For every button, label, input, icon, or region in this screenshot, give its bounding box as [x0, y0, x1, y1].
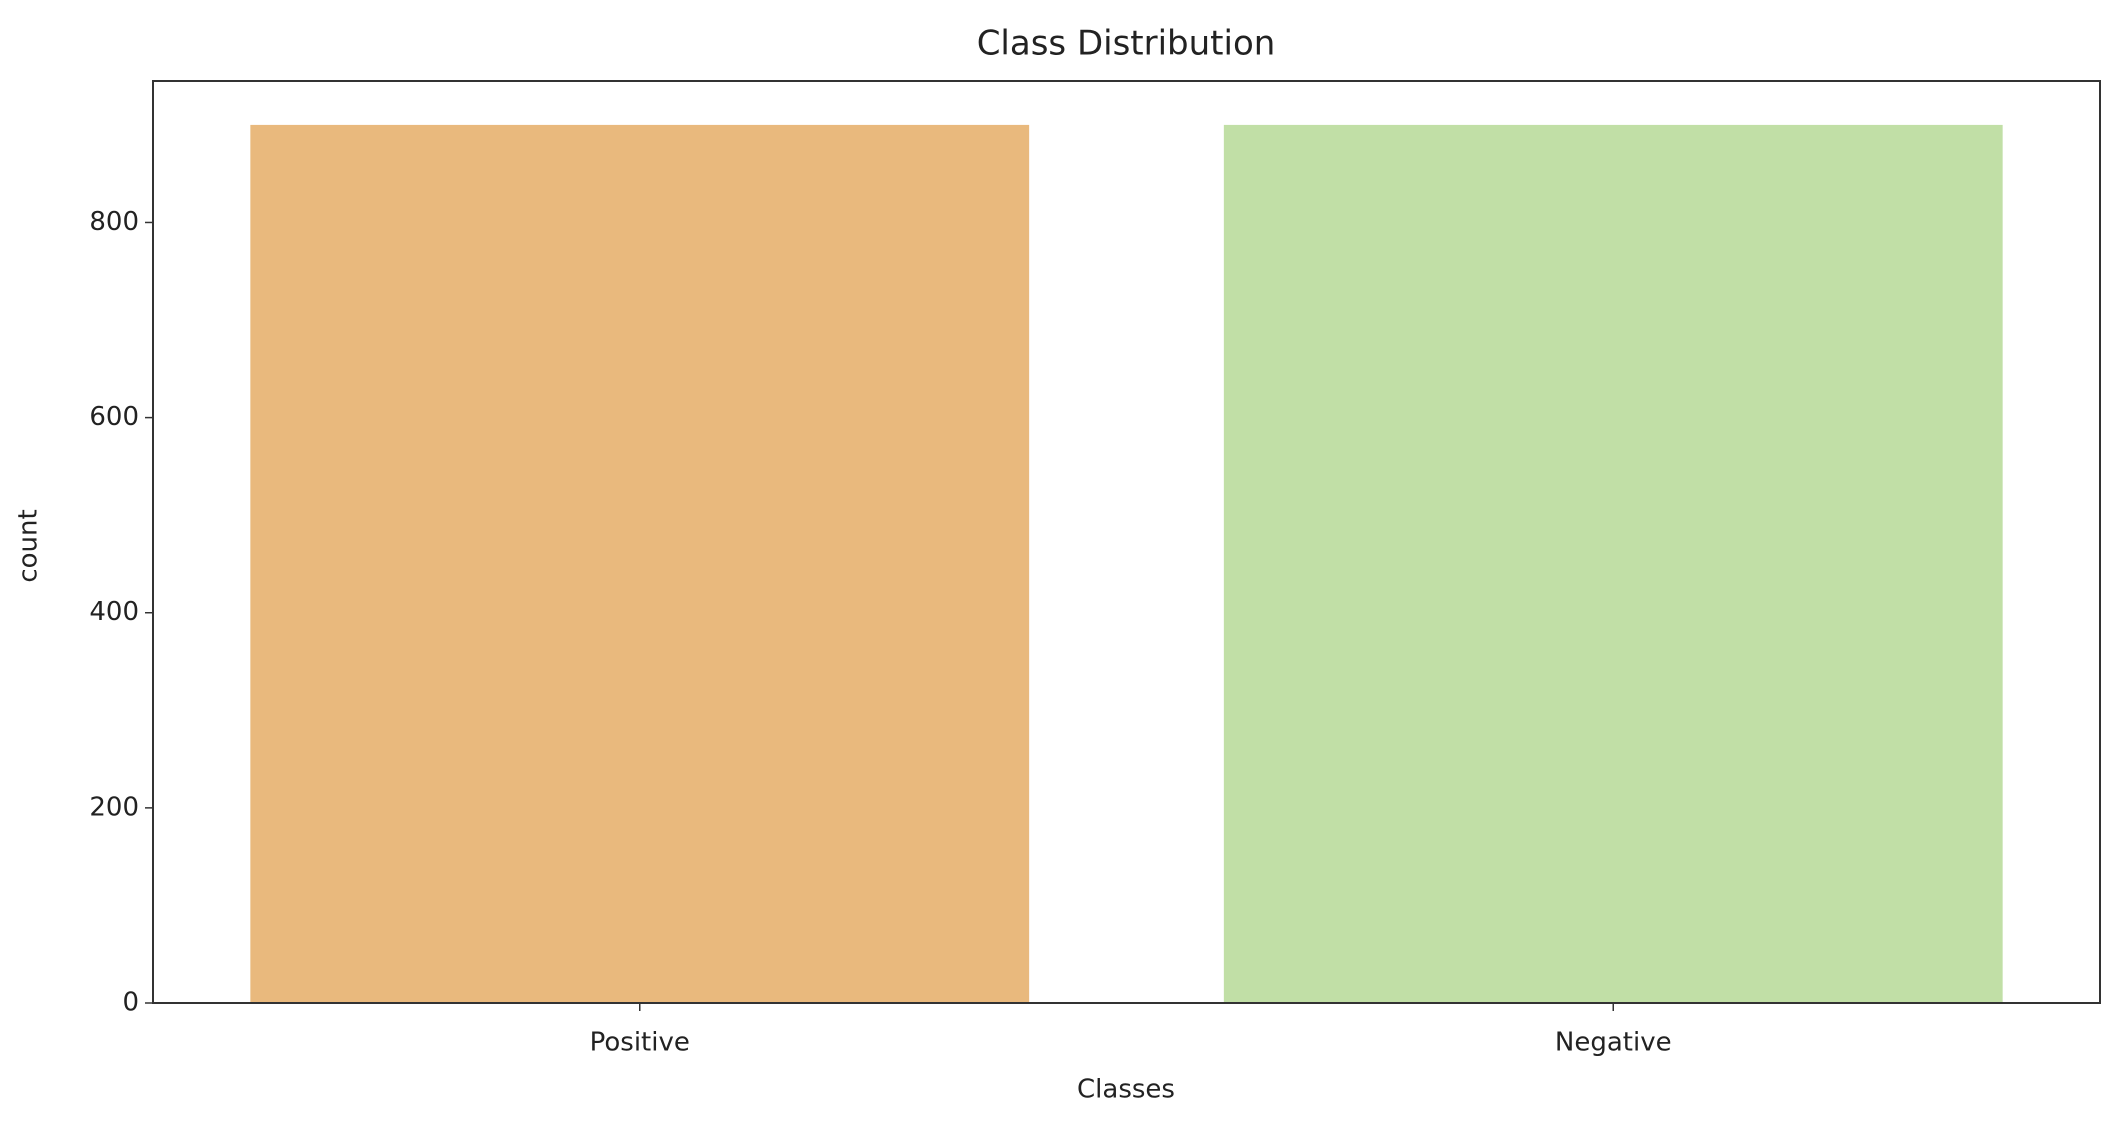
y-tick-label: 600: [89, 402, 139, 432]
bar: [250, 124, 1030, 1003]
y-tick-label: 400: [89, 597, 139, 627]
x-tick-label: Negative: [1555, 1028, 1672, 1058]
x-tick-label: Positive: [590, 1028, 690, 1058]
bar: [1223, 124, 2003, 1003]
chart-title: Class Distribution: [977, 24, 1276, 64]
plot-frame: [152, 80, 2101, 1004]
y-tick-label: 800: [89, 207, 139, 237]
y-axis-label: count: [14, 509, 44, 582]
y-tick-label: 0: [122, 988, 139, 1018]
y-tick-label: 200: [89, 792, 139, 822]
x-axis-label: Classes: [1077, 1075, 1175, 1105]
